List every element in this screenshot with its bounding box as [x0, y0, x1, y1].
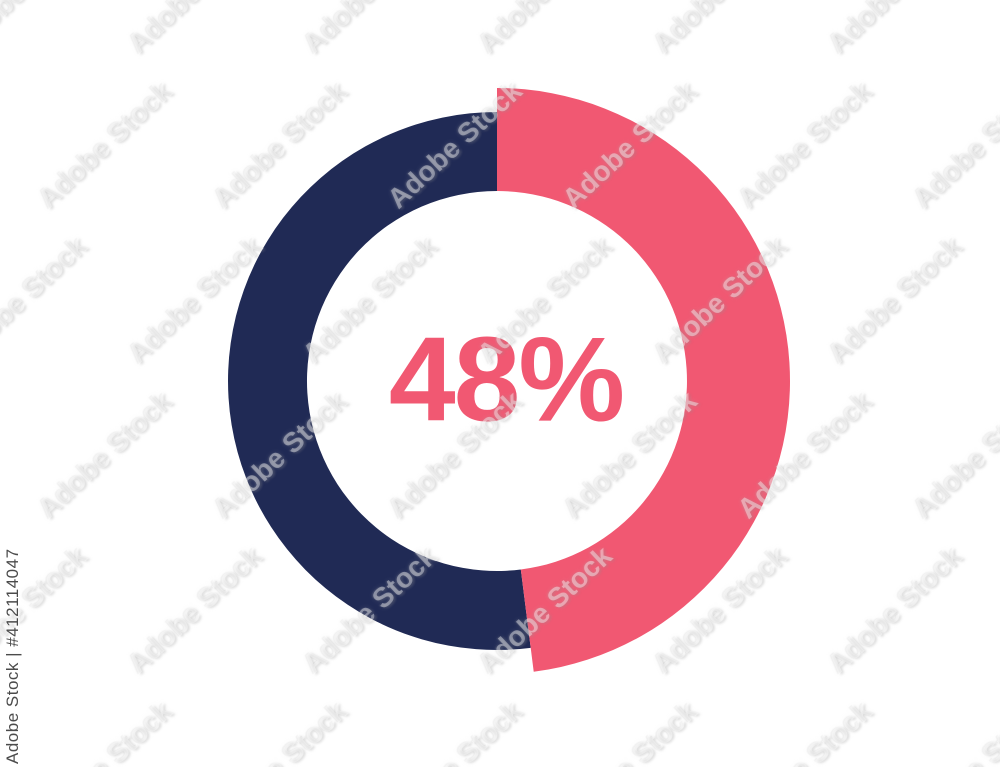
stock-id-watermark: Adobe Stock | #412114047	[3, 548, 22, 764]
donut-segment-remainder	[228, 112, 531, 650]
donut-segment-value	[497, 88, 791, 672]
percentage-label: 48%	[388, 312, 625, 447]
